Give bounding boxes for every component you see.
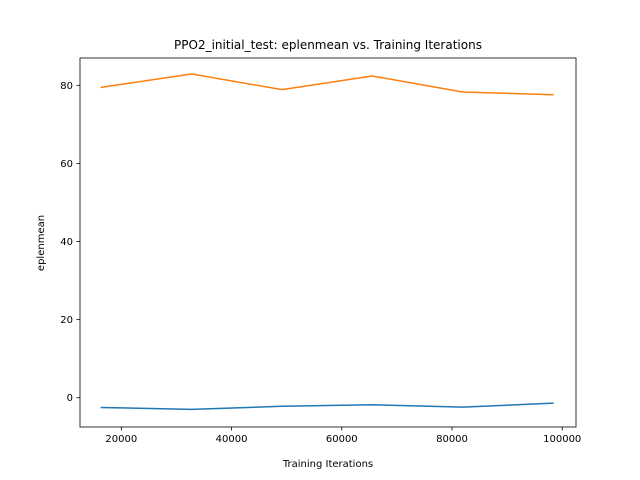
series-layer [100,73,554,411]
y-axis-label: eplenmean [36,215,47,271]
series-line-2 [100,73,554,96]
y-tick-label: 20 [60,315,73,326]
x-tick-label: 100000 [543,434,581,445]
axes-frame [79,57,577,428]
x-tick-label: 80000 [436,434,468,445]
x-axis-label: Training Iterations [282,459,373,470]
y-tick-label: 40 [60,237,73,248]
chart-title: PPO2_initial_test: eplenmean vs. Trainin… [174,38,482,52]
y-tick-label: 80 [60,81,73,92]
y-tick-label: 60 [60,159,73,170]
y-tick-label: 0 [67,393,73,404]
x-tick-label: 20000 [105,434,137,445]
x-tick-label: 60000 [326,434,358,445]
series-line-1 [100,402,554,411]
axes-layer: 20000 40000 60000 80000 100000 0 20 40 60 80 [60,57,581,445]
x-tick-label: 40000 [216,434,248,445]
